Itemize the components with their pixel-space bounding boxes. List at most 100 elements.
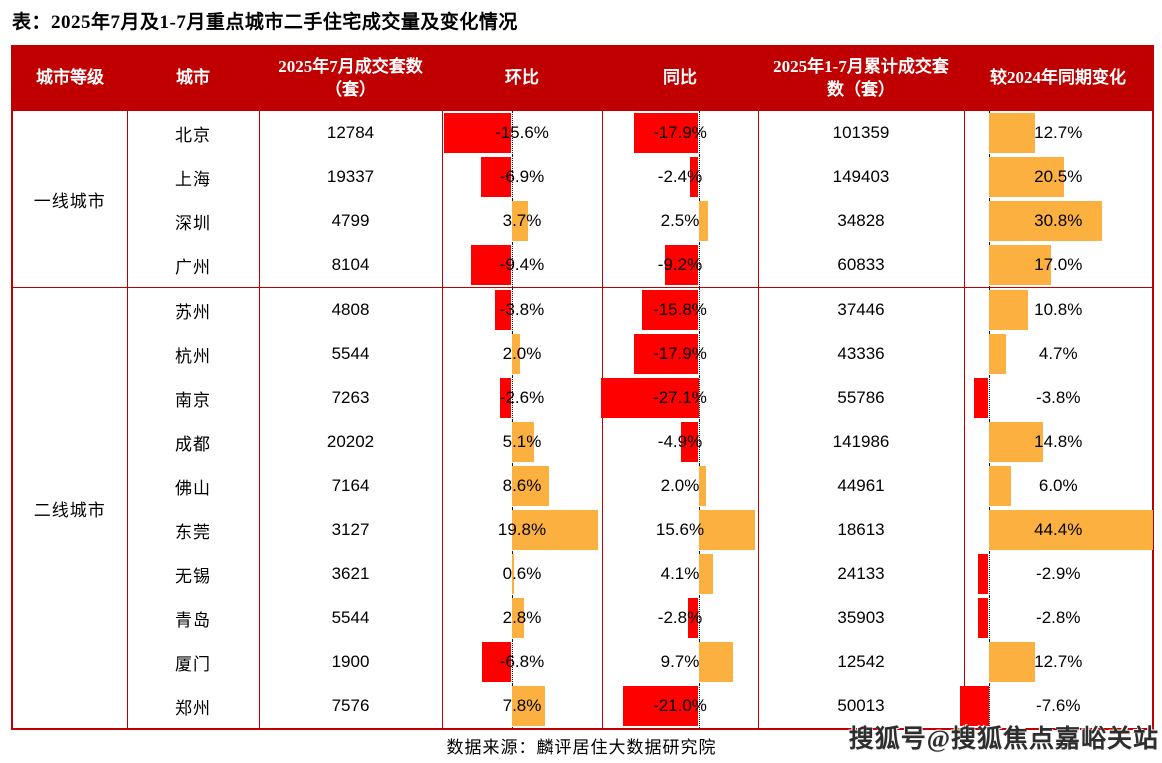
zero-axis-line <box>698 111 700 155</box>
yoy-value-label: -15.8% <box>653 300 707 319</box>
mom-value-label: -2.6% <box>499 388 545 407</box>
zero-axis-line <box>698 420 700 464</box>
table-row: 上海 19337 -6.9% -2.4% 149403 20.5% <box>12 155 1154 199</box>
positive-bar <box>511 686 546 726</box>
positive-bar <box>511 510 598 550</box>
mom-value-label: 2.8% <box>502 608 542 627</box>
negative-bar <box>443 113 512 153</box>
city-cell: 郑州 <box>126 684 260 729</box>
negative-bar <box>600 378 699 418</box>
vs-bar-cell: -2.8% <box>963 596 1154 640</box>
yoy-bar-cell: -17.9% <box>601 332 759 376</box>
july-count-cell: 12784 <box>258 110 443 155</box>
vs-value-label: 12.7% <box>1034 652 1083 671</box>
mom-bar-cell: 2.0% <box>441 332 603 376</box>
july-count-cell: 5544 <box>258 596 443 640</box>
table-row: 东莞 3127 19.8% 15.6% 18613 44.4% <box>12 508 1154 552</box>
vs-bar-cell: -3.8% <box>963 376 1154 420</box>
mom-bar-cell: -15.6% <box>441 110 603 155</box>
vs-bar-cell: -7.6% <box>960 684 1154 729</box>
zero-axis-line <box>698 155 700 199</box>
yoy-bar-cell: 2.0% <box>601 464 759 508</box>
positive-bar <box>988 510 1153 550</box>
negative-bar <box>978 598 989 638</box>
yoy-value-label: -9.2% <box>657 255 703 274</box>
city-cell: 广州 <box>126 243 260 288</box>
positive-bar <box>698 642 734 682</box>
negative-bar <box>634 113 699 153</box>
positive-bar <box>698 554 714 594</box>
july-count-cell: 19337 <box>258 155 443 199</box>
table-row: 深圳 4799 3.7% 2.5% 34828 30.8% <box>12 199 1154 243</box>
table-row: 郑州 7576 7.8% -21.0% 50013 -7.6% <box>12 684 1154 729</box>
negative-bar <box>680 422 699 462</box>
mom-value-label: -6.8% <box>499 652 545 671</box>
zero-axis-line <box>988 684 990 728</box>
positive-bar <box>988 422 1044 462</box>
mom-bar-cell: 2.8% <box>441 596 603 640</box>
table-row: 青岛 5544 2.8% -2.8% 35903 -2.8% <box>12 596 1154 640</box>
mom-value-label: -6.9% <box>499 167 545 186</box>
mom-bar-cell: 19.8% <box>441 508 603 552</box>
yoy-value-label: -27.1% <box>653 388 707 407</box>
zero-axis-line <box>988 552 990 596</box>
yoy-bar-cell: 9.7% <box>601 640 759 684</box>
mom-value-label: 8.6% <box>502 476 542 495</box>
negative-bar <box>481 157 512 197</box>
zero-axis-line <box>988 596 990 640</box>
vs-value-label: 17.0% <box>1034 255 1083 274</box>
july-count-cell: 7576 <box>258 684 443 729</box>
positive-bar <box>511 598 524 638</box>
positive-bar <box>511 554 515 594</box>
mom-bar-cell: 8.6% <box>441 464 603 508</box>
city-cell: 苏州 <box>126 287 260 332</box>
cumulative-count-cell: 43336 <box>757 332 965 376</box>
july-count-cell: 20202 <box>258 420 443 464</box>
vs-value-label: -2.8% <box>1036 608 1081 627</box>
zero-axis-line <box>511 288 513 332</box>
yoy-value-label: -4.9% <box>657 432 703 451</box>
negative-bar <box>494 290 512 330</box>
mom-value-label: 19.8% <box>497 520 547 539</box>
col-header-city: 城市 <box>127 46 259 111</box>
vs-value-label: -3.8% <box>1036 388 1081 407</box>
negative-bar <box>689 157 699 197</box>
negative-bar <box>634 334 699 374</box>
zero-axis-line <box>511 111 513 155</box>
table-row: 无锡 3621 0.6% 4.1% 24133 -2.9% <box>12 552 1154 596</box>
table-body: 一线城市 北京 12784 -15.6% -17.9% 101359 12.7% 上海 1933… <box>11 110 1154 729</box>
yoy-bar-cell: -17.9% <box>601 110 759 155</box>
cumulative-count-cell: 141986 <box>757 420 965 464</box>
positive-bar <box>988 157 1065 197</box>
page-title: 表：2025年7月及1-7月重点城市二手住宅成交量及变化情况 <box>12 12 518 33</box>
city-cell: 北京 <box>126 110 260 155</box>
positive-bar <box>988 113 1036 153</box>
july-count-cell: 3621 <box>258 552 443 596</box>
zero-axis-line <box>698 376 700 420</box>
housing-transactions-table: 城市等级 城市 2025年7月成交套数（套） 环比 同比 2025年1-7月累计… <box>11 45 1154 730</box>
july-count-cell: 1900 <box>258 640 443 684</box>
zero-axis-line <box>698 684 700 728</box>
negative-bar <box>500 378 512 418</box>
positive-bar <box>511 334 521 374</box>
negative-bar <box>688 598 699 638</box>
vs-value-label: -7.6% <box>1036 696 1081 715</box>
mom-value-label: -3.8% <box>499 300 545 319</box>
vs-value-label: 30.8% <box>1034 211 1083 230</box>
mom-bar-cell: 7.8% <box>441 684 603 729</box>
zero-axis-line <box>988 376 990 420</box>
mom-value-label: -15.6% <box>495 123 549 142</box>
yoy-value-label: 9.7% <box>660 652 700 671</box>
col-header-yoy: 同比 <box>602 46 758 111</box>
yoy-value-label: 4.1% <box>660 564 700 583</box>
vs-bar-cell: 14.8% <box>963 420 1154 464</box>
table-row: 一线城市 北京 12784 -15.6% -17.9% 101359 12.7% <box>11 110 1154 288</box>
city-cell: 青岛 <box>126 596 260 640</box>
negative-bar <box>960 686 989 726</box>
yoy-value-label: -17.9% <box>653 344 707 363</box>
city-cell: 无锡 <box>126 552 260 596</box>
cumulative-count-cell: 18613 <box>757 508 965 552</box>
july-count-cell: 7263 <box>258 376 443 420</box>
cumulative-count-cell: 50013 <box>757 684 965 729</box>
